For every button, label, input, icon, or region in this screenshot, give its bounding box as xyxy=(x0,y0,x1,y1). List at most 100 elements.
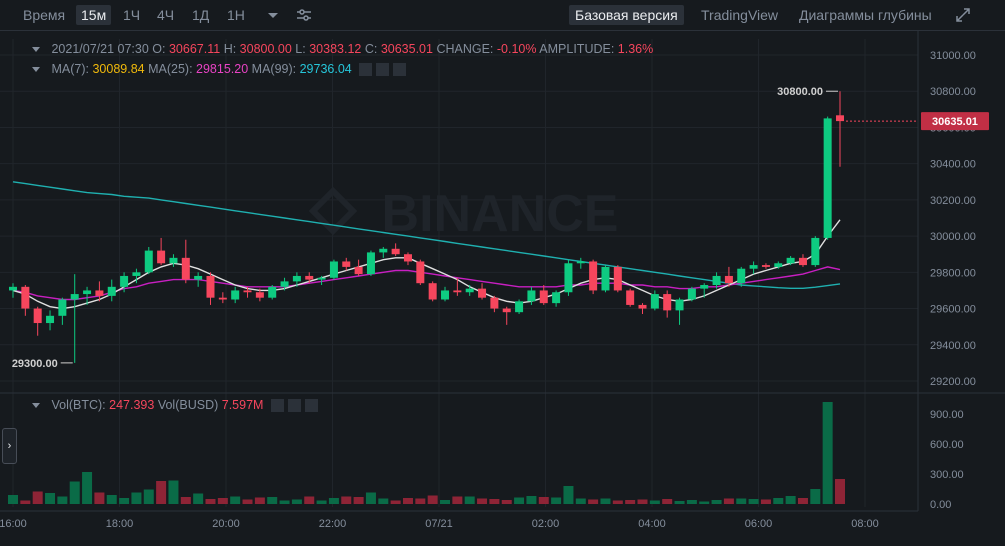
candle-body[interactable] xyxy=(317,277,326,280)
candle-body[interactable] xyxy=(329,261,338,278)
candle-body[interactable] xyxy=(601,266,610,291)
candle-body[interactable] xyxy=(280,281,289,287)
interval-4h-button[interactable]: 4Ч xyxy=(157,7,175,23)
candle-body[interactable] xyxy=(194,275,203,280)
candle-body[interactable] xyxy=(379,248,388,253)
volume-bar[interactable] xyxy=(612,500,623,505)
volume-bar[interactable] xyxy=(773,498,784,504)
candle-body[interactable] xyxy=(231,290,240,300)
candle-body[interactable] xyxy=(144,250,153,273)
volume-bar[interactable] xyxy=(415,498,426,505)
candle-body[interactable] xyxy=(416,261,425,284)
candle-body[interactable] xyxy=(675,299,684,311)
volume-bar[interactable] xyxy=(82,472,93,504)
volume-bar[interactable] xyxy=(217,498,228,504)
volume-bar[interactable] xyxy=(20,500,31,505)
candle-body[interactable] xyxy=(366,252,375,275)
eye-icon[interactable] xyxy=(270,399,284,413)
candle-body[interactable] xyxy=(811,237,820,266)
volume-bar[interactable] xyxy=(156,481,167,504)
candle-body[interactable] xyxy=(83,290,92,295)
view-basic-tab[interactable]: Базовая версия xyxy=(569,5,684,25)
volume-bar[interactable] xyxy=(637,499,648,505)
eye-icon[interactable] xyxy=(359,63,373,77)
candle-body[interactable] xyxy=(527,290,536,302)
candle-body[interactable] xyxy=(305,275,314,280)
volume-bar[interactable] xyxy=(119,498,130,504)
volume-bar[interactable] xyxy=(588,499,599,505)
candle-body[interactable] xyxy=(342,261,351,267)
candle-body[interactable] xyxy=(218,297,227,300)
candle-body[interactable] xyxy=(391,248,400,255)
candle-body[interactable] xyxy=(169,257,178,264)
volume-bar[interactable] xyxy=(254,497,265,505)
volume-bar[interactable] xyxy=(440,500,451,504)
volume-bar[interactable] xyxy=(600,498,611,505)
volume-bar[interactable] xyxy=(723,498,734,505)
volume-bar[interactable] xyxy=(674,501,685,504)
volume-bar[interactable] xyxy=(810,489,821,504)
candle-body[interactable] xyxy=(453,290,462,293)
volume-bar[interactable] xyxy=(193,493,204,505)
volume-bar[interactable] xyxy=(45,493,56,504)
candle-body[interactable] xyxy=(589,261,598,291)
candle-body[interactable] xyxy=(120,275,129,287)
candle-body[interactable] xyxy=(552,292,561,304)
candle-body[interactable] xyxy=(441,290,450,300)
volume-bar[interactable] xyxy=(649,500,660,505)
candle-body[interactable] xyxy=(132,272,141,276)
candle-body[interactable] xyxy=(292,275,301,282)
volume-bar[interactable] xyxy=(365,492,376,505)
candle-body[interactable] xyxy=(157,250,166,264)
volume-bar[interactable] xyxy=(230,496,241,505)
interval-1w-button[interactable]: 1Н xyxy=(227,7,245,23)
candle-body[interactable] xyxy=(638,304,647,309)
candle-body[interactable] xyxy=(564,263,573,293)
candle-body[interactable] xyxy=(206,275,215,298)
volume-bar[interactable] xyxy=(341,496,352,505)
close-icon[interactable] xyxy=(393,63,407,77)
volume-bar[interactable] xyxy=(464,496,475,505)
volume-bar[interactable] xyxy=(563,486,574,504)
volume-bar[interactable] xyxy=(328,498,339,504)
candle-body[interactable] xyxy=(95,290,104,296)
volume-bar[interactable] xyxy=(267,497,278,504)
candle-body[interactable] xyxy=(798,257,807,266)
candle-body[interactable] xyxy=(836,115,844,122)
candle-body[interactable] xyxy=(9,286,17,291)
volume-bar[interactable] xyxy=(94,492,105,505)
candlestick-chart[interactable]: BINANCE 29200.00 29400.00 29600.00 29800.00 3… xyxy=(0,31,1005,546)
chevron-down-icon[interactable] xyxy=(263,5,283,25)
volume-bar[interactable] xyxy=(711,500,722,504)
volume-bar[interactable] xyxy=(316,500,327,505)
candle-body[interactable] xyxy=(576,261,585,264)
candle-body[interactable] xyxy=(354,266,363,275)
candle-body[interactable] xyxy=(181,257,190,280)
candle-body[interactable] xyxy=(737,268,746,284)
candle-body[interactable] xyxy=(650,294,659,309)
volume-bar[interactable] xyxy=(143,489,154,505)
candle-body[interactable] xyxy=(712,275,721,286)
candle-body[interactable] xyxy=(107,286,116,296)
volume-bar[interactable] xyxy=(57,496,68,505)
view-depth-tab[interactable]: Диаграммы глубины xyxy=(799,7,932,23)
candle-body[interactable] xyxy=(243,290,252,293)
volume-bar[interactable] xyxy=(378,498,389,505)
volume-bar[interactable] xyxy=(69,481,80,505)
interval-1h-button[interactable]: 1Ч xyxy=(123,7,141,23)
candle-body[interactable] xyxy=(403,254,412,262)
volume-bar[interactable] xyxy=(8,495,18,504)
collapse-triangle-icon[interactable] xyxy=(32,47,40,53)
volume-bar[interactable] xyxy=(402,498,413,504)
candle-body[interactable] xyxy=(46,315,55,324)
volume-bar[interactable] xyxy=(736,498,747,505)
volume-bar[interactable] xyxy=(279,500,290,505)
candle-body[interactable] xyxy=(478,288,487,298)
candle-body[interactable] xyxy=(255,292,264,298)
volume-bar[interactable] xyxy=(748,499,759,504)
volume-bar[interactable] xyxy=(427,495,438,505)
candle-body[interactable] xyxy=(70,294,79,300)
volume-bar[interactable] xyxy=(785,496,796,504)
volume-bar[interactable] xyxy=(526,496,537,504)
candle-body[interactable] xyxy=(700,285,709,289)
